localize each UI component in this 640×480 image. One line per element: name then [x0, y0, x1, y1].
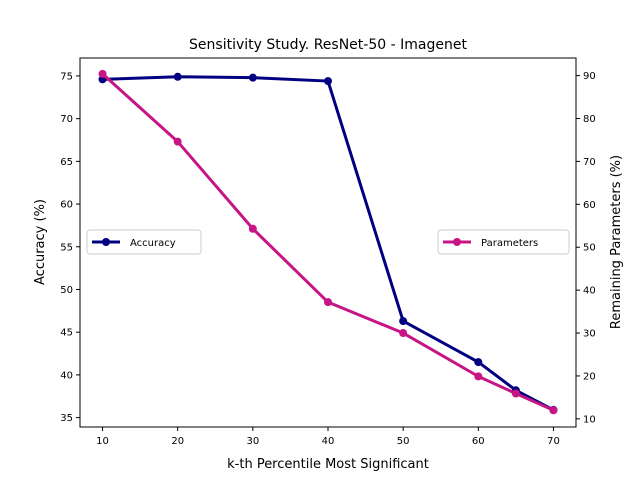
y-tick-label: 65 — [60, 157, 73, 168]
y-tick-label: 70 — [60, 114, 73, 125]
legend-label: Parameters — [481, 238, 538, 249]
x-tick-label: 10 — [96, 436, 109, 447]
accuracy-data-point — [248, 73, 257, 82]
parameters-legend: Parameters — [437, 229, 570, 255]
y-tick-label: 50 — [60, 285, 73, 296]
x-tick-label: 50 — [397, 436, 410, 447]
y-tick-label: 35 — [60, 413, 73, 424]
accuracy-data-point — [324, 77, 332, 86]
y2-tick-label: 10 — [583, 414, 596, 425]
x-tick-label: 70 — [547, 436, 560, 447]
accuracy-data-point — [173, 72, 182, 81]
accuracy-data-point — [399, 317, 408, 326]
x-axis-label: k-th Percentile Most Significant — [227, 457, 429, 472]
y2-tick-label: 50 — [583, 243, 596, 254]
parameters-data-point — [248, 224, 257, 233]
y2-tick-label: 90 — [583, 71, 596, 82]
accuracy-legend: Accuracy — [86, 229, 202, 255]
parameters-data-point — [173, 137, 182, 146]
y2-tick-label: 80 — [583, 114, 596, 125]
parameters-data-point — [399, 329, 408, 338]
y2-axis-label: Remaining Parameters (%) — [609, 155, 624, 329]
y-tick-label: 45 — [60, 328, 73, 339]
parameters-data-point — [511, 389, 520, 398]
y-tick-label: 55 — [60, 242, 73, 253]
y-tick-label: 75 — [60, 71, 73, 82]
parameters-data-point — [98, 69, 107, 78]
accuracy-data-point — [474, 358, 483, 367]
y2-tick-label: 20 — [583, 371, 596, 382]
chart-title: Sensitivity Study. ResNet-50 - Imagenet — [189, 37, 467, 53]
plot-area — [98, 69, 558, 415]
x-tick-label: 60 — [472, 436, 485, 447]
y2-tick-label: 30 — [583, 329, 596, 340]
legend-box — [437, 229, 570, 255]
y-tick-label: 60 — [60, 200, 73, 211]
legends: Accuracy Parameters — [86, 229, 570, 255]
legend-label: Accuracy — [130, 238, 176, 249]
x-tick-label: 30 — [246, 436, 259, 447]
y-axis-label: Accuracy (%) — [33, 199, 48, 285]
parameters-series-line — [101, 72, 555, 412]
axes: 10 20 30 40 50 60 70 35 40 45 50 55 60 65 70 75 10 20 30 40… — [60, 71, 595, 447]
parameters-data-point — [474, 372, 483, 381]
y2-tick-label: 40 — [583, 286, 596, 297]
accuracy-series-line — [101, 75, 555, 412]
y2-tick-label: 60 — [583, 200, 596, 211]
y-tick-label: 40 — [60, 370, 73, 381]
parameters-data-point — [324, 298, 332, 307]
legend-marker — [453, 238, 461, 246]
y2-tick-label: 70 — [583, 157, 596, 168]
x-tick-label: 20 — [171, 436, 184, 447]
legend-marker — [102, 238, 110, 246]
legend-box — [86, 229, 202, 255]
x-tick-label: 40 — [322, 436, 335, 447]
parameters-data-point — [549, 406, 558, 415]
